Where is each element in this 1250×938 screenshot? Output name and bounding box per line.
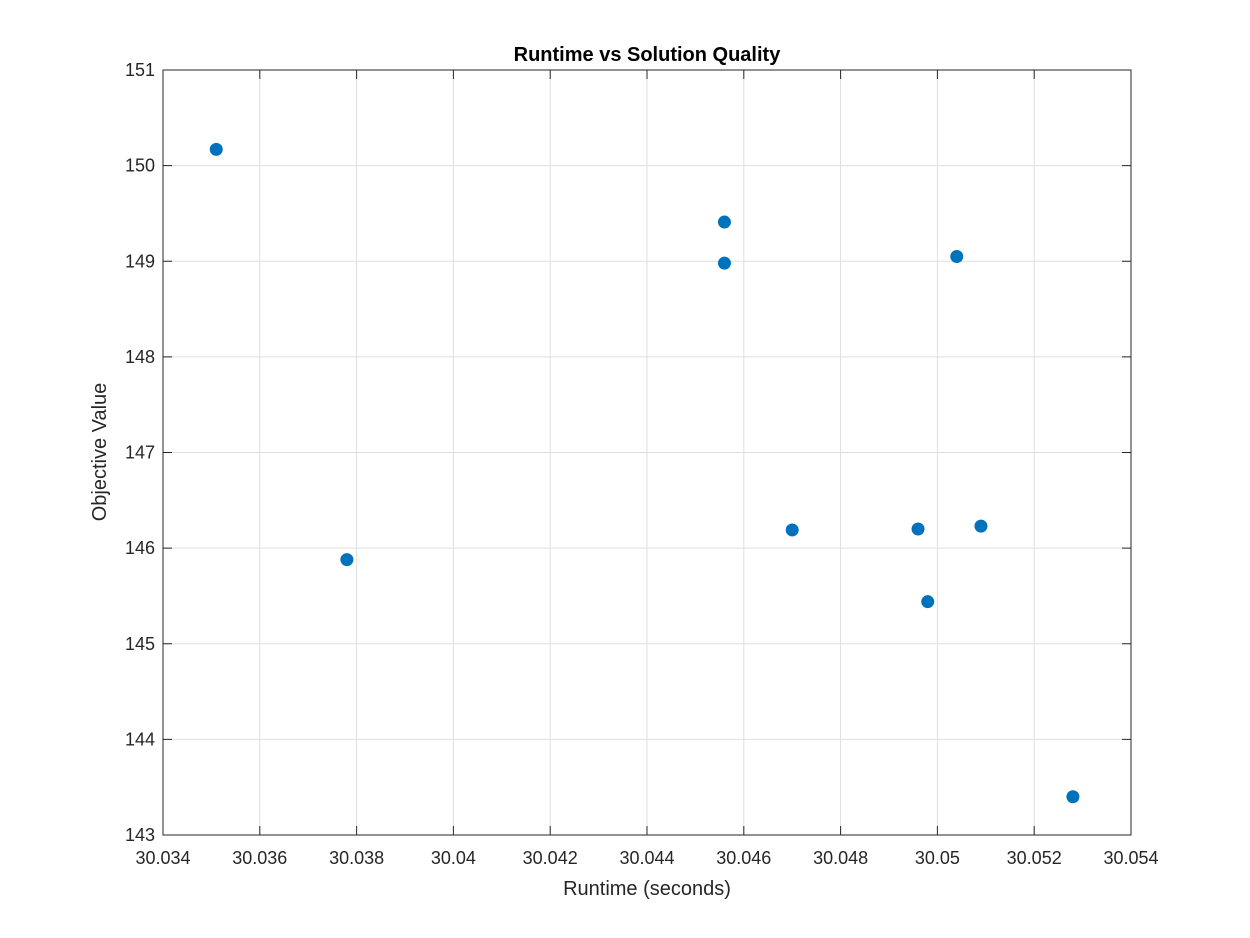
x-tick-label: 30.052 bbox=[1007, 848, 1062, 868]
data-point bbox=[1066, 790, 1080, 804]
y-tick-label: 150 bbox=[125, 156, 155, 176]
data-point bbox=[974, 519, 988, 533]
data-point bbox=[717, 256, 731, 270]
y-tick-label: 151 bbox=[125, 60, 155, 80]
data-point bbox=[911, 522, 925, 536]
x-tick-label: 30.042 bbox=[523, 848, 578, 868]
y-axis-label: Objective Value bbox=[89, 383, 111, 522]
data-point bbox=[209, 142, 223, 156]
y-tick-label: 143 bbox=[125, 825, 155, 845]
x-tick-label: 30.038 bbox=[329, 848, 384, 868]
x-tick-label: 30.054 bbox=[1103, 848, 1158, 868]
y-tick-label: 146 bbox=[125, 538, 155, 558]
chart-title: Runtime vs Solution Quality bbox=[514, 44, 782, 66]
data-points bbox=[209, 142, 1080, 804]
y-tick-label: 149 bbox=[125, 251, 155, 271]
y-tick-label: 145 bbox=[125, 634, 155, 654]
data-point bbox=[950, 249, 964, 263]
x-tick-label: 30.048 bbox=[813, 848, 868, 868]
x-tick-label: 30.044 bbox=[619, 848, 674, 868]
x-tick-label: 30.036 bbox=[232, 848, 287, 868]
x-tick-label: 30.034 bbox=[135, 848, 190, 868]
x-axis-label: Runtime (seconds) bbox=[563, 878, 731, 900]
x-tick-label: 30.04 bbox=[431, 848, 476, 868]
data-point bbox=[717, 215, 731, 229]
data-point bbox=[921, 595, 935, 609]
data-point bbox=[785, 523, 799, 537]
y-tick-label: 148 bbox=[125, 347, 155, 367]
y-axis-ticks: 143 144 145 146 147 148 149 150 151 bbox=[125, 60, 1131, 845]
x-axis-ticks: 30.034 30.036 30.038 30.04 30.042 30.044 30.04… bbox=[135, 70, 1159, 868]
x-tick-label: 30.05 bbox=[915, 848, 960, 868]
data-point bbox=[340, 553, 354, 567]
x-tick-label: 30.046 bbox=[716, 848, 771, 868]
y-tick-label: 144 bbox=[125, 729, 155, 749]
y-tick-label: 147 bbox=[125, 443, 155, 463]
